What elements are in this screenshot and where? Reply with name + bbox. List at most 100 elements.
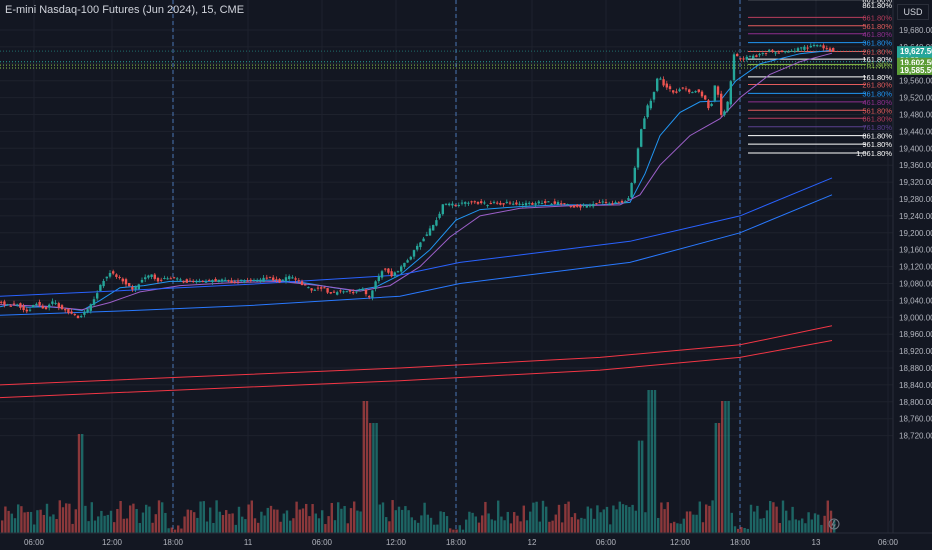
candle-body <box>297 280 300 282</box>
volume-bar <box>170 527 173 533</box>
candle-body <box>608 204 611 206</box>
volume-bar <box>628 506 631 533</box>
volume-bar <box>436 524 439 533</box>
candle-body <box>611 203 614 205</box>
candle-body <box>92 299 96 305</box>
volume-bar <box>269 505 273 533</box>
candle-body <box>230 280 233 283</box>
volume-bar <box>420 515 423 533</box>
volume-bar <box>474 516 477 533</box>
y-tick-label: 18,760.00 <box>899 415 932 424</box>
volume-bar <box>372 423 375 533</box>
candle-body <box>649 100 652 109</box>
candle-body <box>540 203 544 205</box>
candle-body <box>169 278 172 280</box>
volume-bar <box>266 507 269 533</box>
candle-body <box>41 305 44 309</box>
volume-bar <box>369 423 372 533</box>
volume-bar <box>378 504 381 533</box>
candle-body <box>764 52 768 54</box>
candle-body <box>422 238 425 242</box>
candle-body <box>204 281 208 283</box>
candle-body <box>563 203 566 205</box>
volume-bar <box>605 506 609 533</box>
volume-bar <box>724 401 727 533</box>
candle-body <box>121 278 124 282</box>
volume-bar <box>1 520 4 533</box>
candle-body <box>579 205 582 208</box>
candle-body <box>329 292 332 294</box>
volume-bar <box>285 510 289 533</box>
volume-bar <box>781 500 785 533</box>
candle-body <box>748 56 752 58</box>
volume-bar <box>113 522 116 533</box>
candle-body <box>761 52 764 54</box>
price-tag-value: 19,602.50 <box>900 59 932 68</box>
candle-body <box>112 271 115 274</box>
candle-body <box>86 309 89 313</box>
candle-body <box>83 311 86 315</box>
candle-body <box>774 52 777 54</box>
volume-bar <box>679 523 682 533</box>
candle-body <box>105 276 108 279</box>
candle-body <box>131 286 134 290</box>
volume-bar <box>772 502 775 533</box>
candle-body <box>396 271 400 273</box>
candle-body <box>198 281 201 283</box>
candle-body <box>713 85 716 101</box>
price-tag <box>897 57 932 68</box>
candle-body <box>492 201 496 203</box>
candle-body <box>566 204 569 206</box>
lightning-icon[interactable] <box>828 518 840 530</box>
volume-bar <box>132 503 135 533</box>
candle-body <box>214 278 217 282</box>
volume-bar <box>410 517 413 533</box>
volume-bar <box>365 401 369 533</box>
candle-body <box>729 81 732 105</box>
candle-body <box>252 279 256 281</box>
volume-bar <box>449 528 452 533</box>
candle-body <box>262 277 265 282</box>
volume-bar <box>663 509 666 533</box>
candle-body <box>688 89 691 93</box>
volume-bar <box>244 519 247 533</box>
volume-bar <box>109 510 113 533</box>
volume-bar <box>209 507 212 533</box>
volume-bar <box>333 520 337 533</box>
volume-bar <box>93 520 97 533</box>
candle-body <box>822 45 825 49</box>
candle-body <box>179 279 182 281</box>
candle-body <box>816 45 819 47</box>
volume-bar <box>519 521 522 533</box>
volume-bar <box>609 524 612 533</box>
candle-body <box>582 204 585 206</box>
volume-bar <box>721 401 724 533</box>
volume-bar <box>26 511 29 533</box>
fib-label: 1,061.80% <box>856 149 892 158</box>
volume-bar <box>468 511 471 533</box>
candle-body <box>54 302 57 304</box>
candle-body <box>182 280 185 283</box>
volume-bar <box>228 513 231 533</box>
fib-label: 961.80% <box>862 140 892 149</box>
currency-button[interactable]: USD <box>897 4 929 20</box>
candle-body <box>502 203 505 205</box>
candle-body <box>691 92 694 94</box>
fib-label: 361.80% <box>862 89 892 98</box>
candle-body <box>272 277 275 281</box>
candle-body <box>553 201 556 204</box>
y-tick-label: 19,040.00 <box>899 296 932 305</box>
volume-bar <box>58 500 61 533</box>
volume-bar <box>653 390 657 533</box>
candle-body <box>528 202 531 204</box>
volume-bar <box>231 513 234 533</box>
candle-body <box>454 204 457 207</box>
candle-body <box>336 292 339 295</box>
volume-bar <box>289 520 292 533</box>
volume-bar <box>810 519 813 533</box>
volume-bar <box>439 511 442 533</box>
volume-bar <box>263 515 266 533</box>
candle-body <box>675 91 678 93</box>
price-tag <box>897 64 932 75</box>
